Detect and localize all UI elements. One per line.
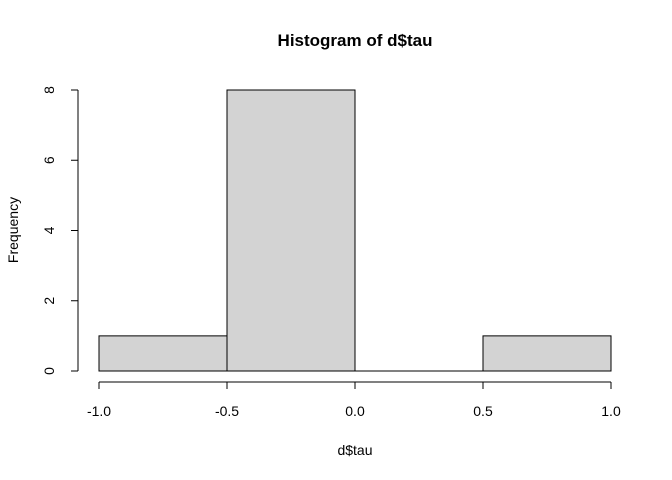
y-axis-title: Frequency: [5, 197, 21, 263]
x-tick-label: 1.0: [601, 403, 621, 419]
x-axis: -1.0 -0.5 0.0 0.5 1.0: [87, 381, 621, 419]
x-tick-label: 0.5: [473, 403, 493, 419]
y-tick-label: 0: [41, 367, 57, 375]
x-axis-title: d$tau: [337, 442, 372, 458]
x-tick-label: 0.0: [345, 403, 365, 419]
chart-title: Histogram of d$tau: [278, 31, 433, 50]
y-tick-label: 6: [41, 156, 57, 164]
x-tick-label: -1.0: [87, 403, 111, 419]
histogram-bar: [98, 335, 228, 372]
histogram-bar: [482, 335, 612, 372]
bars-group: [98, 89, 612, 372]
y-tick-label: 8: [41, 86, 57, 94]
y-axis: 0 2 4 6 8: [41, 86, 79, 375]
y-tick-label: 4: [41, 226, 57, 234]
y-tick-label: 2: [41, 297, 57, 305]
histogram-bar: [226, 89, 356, 372]
x-tick-label: -0.5: [215, 403, 239, 419]
